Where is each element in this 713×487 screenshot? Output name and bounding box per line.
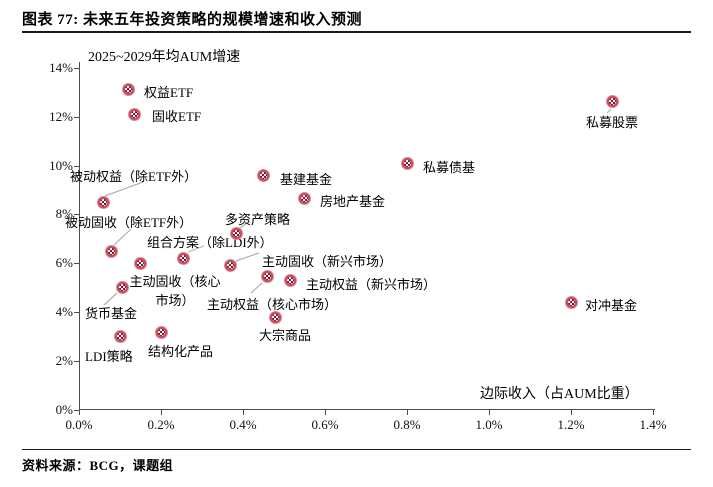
x-tick-label: 0.6% [311, 417, 339, 432]
y-tick-label: 0% [55, 402, 73, 417]
data-point-active-equity-em [283, 273, 297, 287]
point-label-infrastructure-fund: 基建基金 [280, 172, 333, 187]
y-axis-line [79, 62, 80, 410]
point-label-portfolio-solutions-ex-ldi: 组合方案（除LDI外） [147, 235, 273, 250]
data-point-passive-equity-ex-etf [97, 195, 111, 209]
x-tick-label: 1.0% [475, 417, 503, 432]
y-tick-mark [74, 116, 79, 118]
data-point-private-equity [605, 95, 619, 109]
x-tick-label: 0.8% [393, 417, 421, 432]
point-label-structured-products: 结构化产品 [148, 344, 214, 359]
point-label-active-equity-em: 主动权益（新兴市场） [306, 277, 437, 292]
leader-line-active-fixed-income-em [235, 252, 260, 262]
point-label-active-fixed-income-em: 主动固收（新兴市场） [262, 254, 393, 269]
point-label-active-equity-core: 主动权益（核心市场） [207, 297, 338, 312]
data-point-commodities [269, 310, 283, 324]
x-tick-mark [79, 410, 80, 415]
data-point-private-debt-fund [400, 156, 414, 170]
footer-divider [22, 449, 691, 450]
x-tick-mark [653, 410, 654, 415]
point-label-passive-equity-ex-etf: 被动权益（除ETF外） [70, 169, 198, 184]
data-point-equity-etf [121, 83, 135, 97]
source-note: 资料来源：BCG，课题组 [22, 458, 174, 473]
data-point-ldi-strategy [113, 330, 127, 344]
data-point-active-fixed-income-core [134, 256, 147, 270]
y-axis-title: 2025~2029年均AUM增速 [88, 50, 241, 65]
y-tick-label: 10% [49, 157, 73, 173]
point-label-multi-asset-strategy: 多资产策略 [225, 212, 291, 227]
x-tick-label: 0.0% [65, 417, 93, 432]
x-tick-mark [407, 410, 408, 415]
y-tick-label: 4% [55, 304, 73, 320]
point-label-fixed-income-etf: 固收ETF [152, 109, 202, 124]
y-tick-mark [74, 165, 79, 167]
x-tick-label: 1.2% [557, 417, 585, 432]
x-tick-mark [161, 410, 162, 415]
y-tick-mark [74, 67, 79, 69]
y-tick-label: 8% [55, 206, 73, 222]
x-tick-label: 1.4% [639, 417, 667, 432]
point-label-active-fixed-income-core: 主动固收（核心 市场） [129, 274, 221, 308]
point-label-private-debt-fund: 私募债基 [423, 160, 476, 175]
data-point-active-fixed-income-em [224, 259, 238, 273]
leader-line-passive-fixed-income-ex-etf [113, 228, 132, 246]
x-tick-mark [325, 410, 326, 415]
point-label-equity-etf: 权益ETF [144, 85, 194, 100]
x-axis-line [79, 409, 655, 410]
y-tick-mark [74, 361, 79, 363]
y-tick-mark [74, 410, 79, 411]
point-label-passive-fixed-income-ex-etf: 被动固收（除ETF外） [65, 215, 193, 230]
point-label-ldi-strategy: LDI策略 [85, 349, 133, 364]
x-tick-label: 0.4% [229, 417, 257, 432]
data-point-hedge-fund [564, 295, 578, 309]
chart-title: 图表 77: 未来五年投资策略的规模增速和收入预测 [22, 12, 362, 28]
x-tick-label: 0.2% [147, 417, 175, 432]
x-axis-title: 边际收入（占AUM比重） [480, 387, 639, 402]
data-point-real-estate-fund [298, 192, 311, 205]
data-point-structured-products [154, 326, 168, 340]
title-divider [22, 31, 691, 33]
data-point-money-market-fund [115, 281, 129, 295]
y-tick-mark [74, 312, 79, 314]
y-tick-mark [74, 214, 79, 216]
data-point-multi-asset-strategy [230, 227, 244, 241]
y-tick-label: 12% [49, 108, 73, 124]
data-point-active-equity-core [261, 270, 275, 284]
x-tick-mark [243, 410, 244, 415]
point-label-real-estate-fund: 房地产基金 [320, 194, 386, 209]
x-tick-mark [571, 410, 572, 415]
data-point-portfolio-solutions-ex-ldi [177, 251, 191, 265]
data-point-passive-fixed-income-ex-etf [105, 244, 119, 258]
leader-line-active-equity-core [250, 282, 263, 294]
point-label-money-market-fund: 货币基金 [85, 306, 138, 321]
x-tick-mark [489, 410, 490, 415]
y-tick-label: 2% [55, 353, 73, 369]
point-label-commodities: 大宗商品 [259, 328, 312, 343]
data-point-fixed-income-etf [127, 107, 141, 121]
data-point-infrastructure-fund [257, 168, 270, 182]
y-tick-mark [74, 263, 79, 265]
y-tick-label: 14% [49, 59, 73, 75]
point-label-private-equity: 私募股票 [586, 115, 639, 130]
point-label-hedge-fund: 对冲基金 [585, 298, 638, 313]
y-tick-label: 6% [55, 255, 73, 271]
